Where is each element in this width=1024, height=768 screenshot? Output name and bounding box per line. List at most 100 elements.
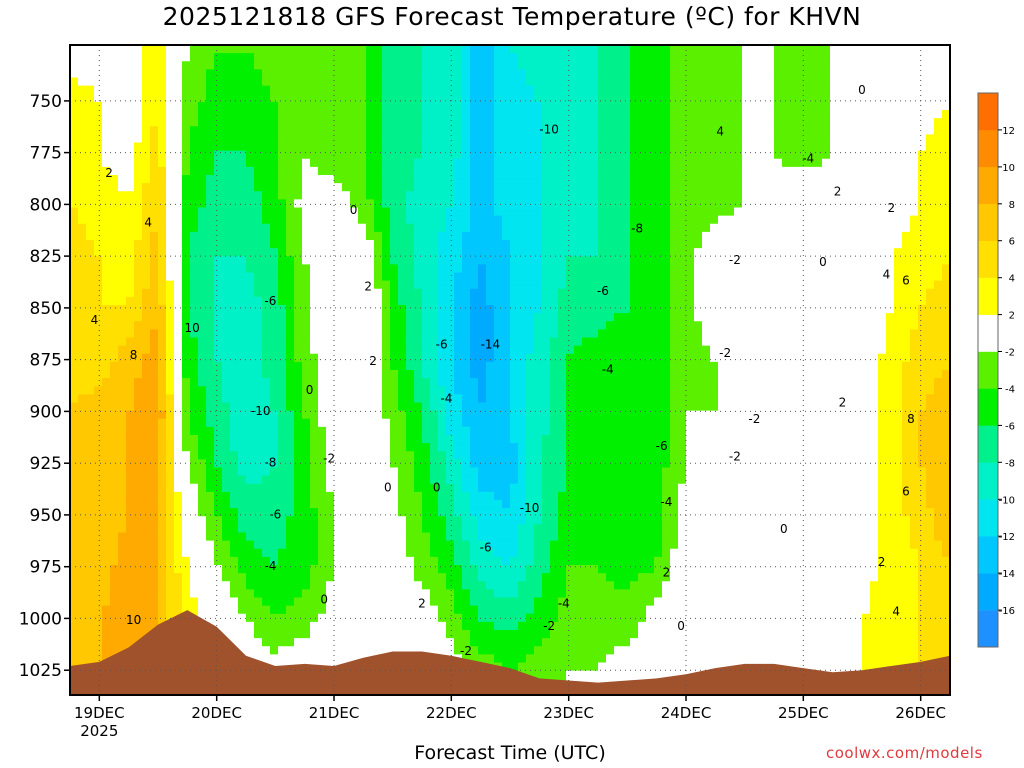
temp-cell xyxy=(238,45,247,54)
temp-cell xyxy=(878,53,887,62)
temp-cell xyxy=(718,337,727,347)
temp-cell xyxy=(766,288,775,298)
temp-cell xyxy=(422,166,431,176)
temp-cell xyxy=(406,345,415,355)
temp-cell xyxy=(830,370,839,379)
temp-cell xyxy=(158,175,167,184)
temp-cell xyxy=(598,272,607,282)
temp-cell xyxy=(142,256,151,265)
temp-cell xyxy=(486,61,495,70)
temp-cell xyxy=(342,175,351,184)
temp-cell xyxy=(726,378,735,387)
temp-cell xyxy=(126,402,135,412)
temp-cell xyxy=(86,53,95,62)
temp-cell xyxy=(70,410,79,420)
temp-cell xyxy=(270,288,279,298)
temp-cell xyxy=(374,215,383,225)
temp-cell xyxy=(758,183,767,192)
temp-cell xyxy=(694,142,703,152)
temp-cell xyxy=(686,370,695,379)
temp-cell xyxy=(542,329,551,339)
temp-cell xyxy=(782,69,791,79)
temp-cell xyxy=(150,85,159,95)
temp-cell xyxy=(806,85,815,95)
temp-cell xyxy=(654,150,663,160)
temp-cell xyxy=(118,231,127,241)
temp-cell xyxy=(710,150,719,160)
temp-cell xyxy=(150,370,159,379)
temp-cell xyxy=(630,240,639,249)
temp-cell xyxy=(438,402,447,412)
temp-cell xyxy=(790,321,799,330)
temp-cell xyxy=(382,410,391,420)
temp-cell xyxy=(438,69,447,79)
temp-cell xyxy=(814,134,823,144)
temp-cell xyxy=(686,69,695,79)
temp-cell xyxy=(870,288,879,298)
temp-cell xyxy=(766,101,775,111)
temp-cell xyxy=(134,386,143,395)
temp-cell xyxy=(494,166,503,176)
temp-cell xyxy=(742,77,751,87)
temp-cell xyxy=(110,166,119,176)
temp-cell xyxy=(814,386,823,395)
temp-cell xyxy=(638,353,647,363)
temp-cell xyxy=(542,207,551,217)
temp-cell xyxy=(870,175,879,184)
temp-cell xyxy=(222,410,231,420)
temp-cell xyxy=(582,223,591,233)
temp-cell xyxy=(598,207,607,217)
temp-cell xyxy=(654,199,663,209)
temp-cell xyxy=(662,378,671,387)
temp-cell xyxy=(254,118,263,127)
temp-cell xyxy=(222,142,231,152)
temp-cell xyxy=(358,183,367,192)
temp-cell xyxy=(454,69,463,79)
temp-cell xyxy=(830,288,839,298)
temp-cell xyxy=(318,337,327,347)
temp-cell xyxy=(406,272,415,282)
temp-cell xyxy=(734,101,743,111)
temp-cell xyxy=(238,370,247,379)
temp-cell xyxy=(534,248,543,257)
temp-cell xyxy=(238,118,247,127)
temp-cell xyxy=(374,264,383,274)
temp-cell xyxy=(862,288,871,298)
temp-cell xyxy=(398,207,407,217)
temp-cell xyxy=(806,386,815,395)
temp-cell xyxy=(70,231,79,241)
temp-cell xyxy=(310,223,319,233)
temp-cell xyxy=(862,353,871,363)
temp-cell xyxy=(142,280,151,290)
temp-cell xyxy=(654,53,663,62)
temp-cell xyxy=(662,69,671,79)
temp-cell xyxy=(790,69,799,79)
temp-cell xyxy=(390,353,399,363)
temp-cell xyxy=(158,183,167,192)
temp-cell xyxy=(430,280,439,290)
temp-cell xyxy=(454,191,463,200)
temp-cell xyxy=(446,53,455,62)
temp-cell xyxy=(390,370,399,379)
temp-cell xyxy=(702,69,711,79)
temp-cell xyxy=(278,280,287,290)
temp-cell xyxy=(222,166,231,176)
temp-cell xyxy=(278,85,287,95)
temp-cell xyxy=(878,394,887,404)
temp-cell xyxy=(406,110,415,119)
temp-cell xyxy=(478,134,487,144)
temp-cell xyxy=(182,313,191,322)
temp-cell xyxy=(78,305,87,314)
temp-cell xyxy=(454,93,463,103)
temp-cell xyxy=(494,272,503,282)
temp-cell xyxy=(782,150,791,160)
temp-cell xyxy=(430,337,439,347)
temp-cell xyxy=(750,402,759,412)
temp-cell xyxy=(78,223,87,233)
temp-cell xyxy=(942,345,950,355)
temp-cell xyxy=(782,329,791,339)
temp-cell xyxy=(542,240,551,249)
temp-cell xyxy=(310,183,319,192)
temp-cell xyxy=(806,126,815,135)
temp-cell xyxy=(622,313,631,322)
